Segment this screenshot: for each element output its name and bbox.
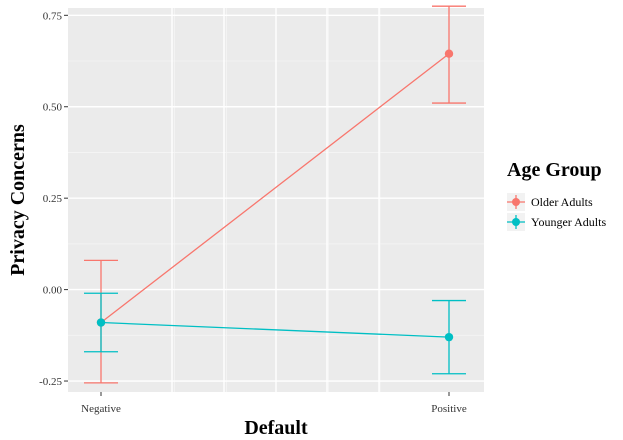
y-tick-label: 0.00 [43, 285, 63, 297]
y-tick-label: 0.75 [43, 10, 63, 22]
series-line [100, 321, 450, 338]
x-tick-label: Positive [431, 403, 467, 415]
legend-key-point [512, 198, 520, 206]
series-line [100, 53, 450, 324]
data-point [96, 318, 106, 327]
data-point [444, 332, 454, 342]
y-tick-label: -0.25 [39, 376, 62, 388]
legend-key-point [512, 218, 520, 226]
legend-item: Younger Adults [507, 213, 606, 231]
y-axis-title: Privacy Concerns [7, 124, 29, 276]
x-axis-title: Default [244, 417, 308, 439]
data-point [444, 49, 454, 58]
series-layer [84, 5, 466, 384]
legend-item: Older Adults [507, 193, 593, 211]
legend-label: Younger Adults [531, 215, 606, 229]
legend-title: Age Group [507, 159, 602, 181]
y-tick-label: 0.25 [43, 193, 63, 205]
x-tick-label: Negative [81, 403, 121, 415]
series-group [84, 292, 466, 375]
y-tick-label: 0.50 [43, 102, 63, 114]
legend: Age Group Older Adults Younger Adults [507, 159, 606, 231]
legend-label: Older Adults [531, 195, 593, 209]
x-axis-ticks: Negative Positive [81, 392, 467, 415]
legend-items: Older Adults Younger Adults [507, 193, 606, 231]
y-axis-ticks: -0.25 0.00 0.25 0.50 0.75 [39, 10, 68, 388]
